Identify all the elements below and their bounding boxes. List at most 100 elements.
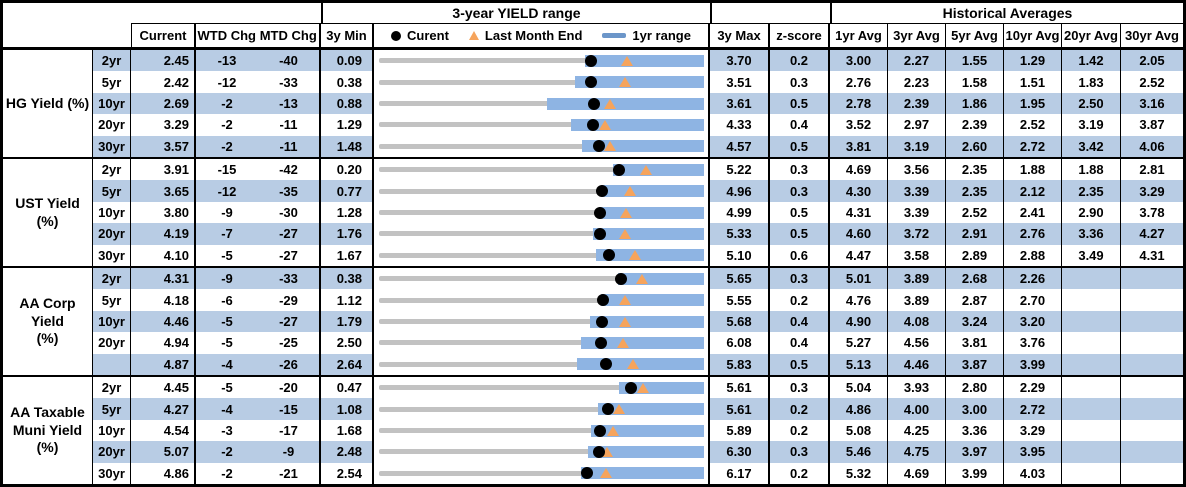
min-3y-cell: 1.12 xyxy=(321,289,374,311)
wtd-chg-cell: -2 xyxy=(196,135,258,158)
current-cell: 3.80 xyxy=(131,201,196,224)
current-dot-icon xyxy=(391,30,402,41)
range-chart-cell xyxy=(374,71,710,93)
avg-cell: 3.81 xyxy=(946,332,1004,354)
avg-cell: 4.47 xyxy=(830,244,888,267)
wtd-chg-cell: -6 xyxy=(196,289,258,311)
mtd-chg-cell: -27 xyxy=(258,223,321,245)
one-year-range-bar xyxy=(581,467,704,480)
legend-last-month-end-label: Last Month End xyxy=(484,28,583,43)
avg-cell: 1.88 xyxy=(1004,159,1062,181)
three-year-track xyxy=(379,101,704,107)
wtd-chg-cell: -2 xyxy=(196,441,258,463)
avg-cell: 1.51 xyxy=(1004,71,1062,93)
last-month-end-triangle xyxy=(628,250,641,261)
column-header-mtd: MTD Chg xyxy=(259,28,317,43)
tenor-cell: 30yr xyxy=(93,244,131,267)
range-chart-cell xyxy=(374,159,710,181)
current-cell: 3.65 xyxy=(131,180,196,202)
range-chart-cell xyxy=(374,353,710,376)
avg-cell: 2.76 xyxy=(830,71,888,93)
tenor-cell: 5yr xyxy=(93,71,131,93)
header-spacer xyxy=(3,3,131,24)
tenor-cell: 30yr xyxy=(93,462,131,485)
avg-cell xyxy=(1121,441,1183,463)
avg-cell: 3.19 xyxy=(1062,114,1121,136)
current-dot xyxy=(588,97,601,110)
min-3y-cell: 1.68 xyxy=(321,419,374,442)
max-3y-cell: 4.99 xyxy=(710,201,770,224)
current-cell: 5.07 xyxy=(131,441,196,463)
wtd-chg-cell: -9 xyxy=(196,201,258,224)
zscore-cell: 0.4 xyxy=(770,114,830,136)
avg-cell: 1.83 xyxy=(1062,71,1121,93)
min-3y-cell: 0.38 xyxy=(321,71,374,93)
last-month-end-triangle xyxy=(620,207,633,218)
three-year-track xyxy=(379,58,704,64)
avg-cell: 3.24 xyxy=(946,310,1004,333)
column-header-current: Current xyxy=(131,24,196,47)
zscore-cell: 0.5 xyxy=(770,201,830,224)
table-row: 20yr 4.19 -7 -27 1.76 5.33 0.5 4.60 3.72 2.91 2.76… xyxy=(93,223,1183,245)
range-chart-cell xyxy=(374,114,710,136)
one-year-range-bar xyxy=(600,185,704,198)
avg-cell: 2.26 xyxy=(1004,268,1062,290)
range-chart-cell xyxy=(374,419,710,442)
tenor-cell xyxy=(93,353,131,376)
avg-cell: 2.29 xyxy=(1004,377,1062,399)
one-year-range-bar xyxy=(580,336,704,349)
avg-cell: 4.90 xyxy=(830,310,888,333)
tenor-cell: 2yr xyxy=(93,50,131,72)
section: UST Yield (%) 2yr 3.91 -15 -42 0.20 5.22 0.3 4.6… xyxy=(3,157,1183,267)
zscore-cell: 0.2 xyxy=(770,398,830,420)
mtd-chg-cell: -27 xyxy=(258,244,321,267)
last-month-end-triangle xyxy=(640,164,653,175)
current-dot xyxy=(585,54,598,67)
table-body: HG Yield (%) 2yr 2.45 -13 -40 0.09 3.70 0.2 3.00… xyxy=(3,50,1183,485)
column-header-zscore: z-score xyxy=(770,24,830,47)
avg-cell: 3.76 xyxy=(1004,332,1062,354)
wtd-chg-cell: -13 xyxy=(196,50,258,72)
current-cell: 2.45 xyxy=(131,50,196,72)
section: AA Taxable Muni Yield (%) 2yr 4.45 -5 -20 0.4… xyxy=(3,375,1183,485)
avg-cell: 4.69 xyxy=(888,462,946,485)
avg-cell: 4.75 xyxy=(888,441,946,463)
min-3y-cell: 0.47 xyxy=(321,377,374,399)
avg-cell: 2.81 xyxy=(1121,159,1183,181)
last-month-end-triangle xyxy=(603,98,616,109)
avg-cell xyxy=(1121,332,1183,354)
header-spacer xyxy=(131,3,321,24)
three-year-track xyxy=(379,470,704,476)
legend-item-1yr-range: 1yr range xyxy=(602,28,691,43)
avg-cell: 3.56 xyxy=(888,159,946,181)
row-group-label: AA Taxable Muni Yield (%) xyxy=(3,377,93,484)
max-3y-cell: 4.33 xyxy=(710,114,770,136)
range-chart-cell xyxy=(374,310,710,333)
avg-cell: 2.23 xyxy=(888,71,946,93)
avg-cell: 2.87 xyxy=(946,289,1004,311)
avg-cell: 2.05 xyxy=(1121,50,1183,72)
last-month-end-triangle xyxy=(617,337,630,348)
avg-cell xyxy=(1121,310,1183,333)
header-spacer xyxy=(3,24,131,47)
current-cell: 4.87 xyxy=(131,353,196,376)
max-3y-cell: 5.33 xyxy=(710,223,770,245)
avg-cell: 1.86 xyxy=(946,92,1004,115)
tenor-cell: 20yr xyxy=(93,441,131,463)
min-3y-cell: 0.20 xyxy=(321,159,374,181)
avg-cell: 5.08 xyxy=(830,419,888,442)
avg-cell: 3.81 xyxy=(830,135,888,158)
header-spacer xyxy=(710,3,830,24)
zscore-cell: 0.3 xyxy=(770,268,830,290)
current-cell: 4.18 xyxy=(131,289,196,311)
range-chart-cell xyxy=(374,332,710,354)
table-row: 20yr 5.07 -2 -9 2.48 6.30 0.3 5.46 4.75 3.97 3.95 xyxy=(93,441,1183,463)
three-year-track xyxy=(379,79,704,85)
avg-cell: 3.16 xyxy=(1121,92,1183,115)
avg-cell: 2.39 xyxy=(946,114,1004,136)
mtd-chg-cell: -33 xyxy=(258,268,321,290)
mtd-chg-cell: -9 xyxy=(258,441,321,463)
current-dot xyxy=(603,249,616,262)
table-row: 10yr 2.69 -2 -13 0.88 3.61 0.5 2.78 2.39 1.86 1.95… xyxy=(93,92,1183,115)
section: HG Yield (%) 2yr 2.45 -13 -40 0.09 3.70 0.2 3.00… xyxy=(3,50,1183,158)
